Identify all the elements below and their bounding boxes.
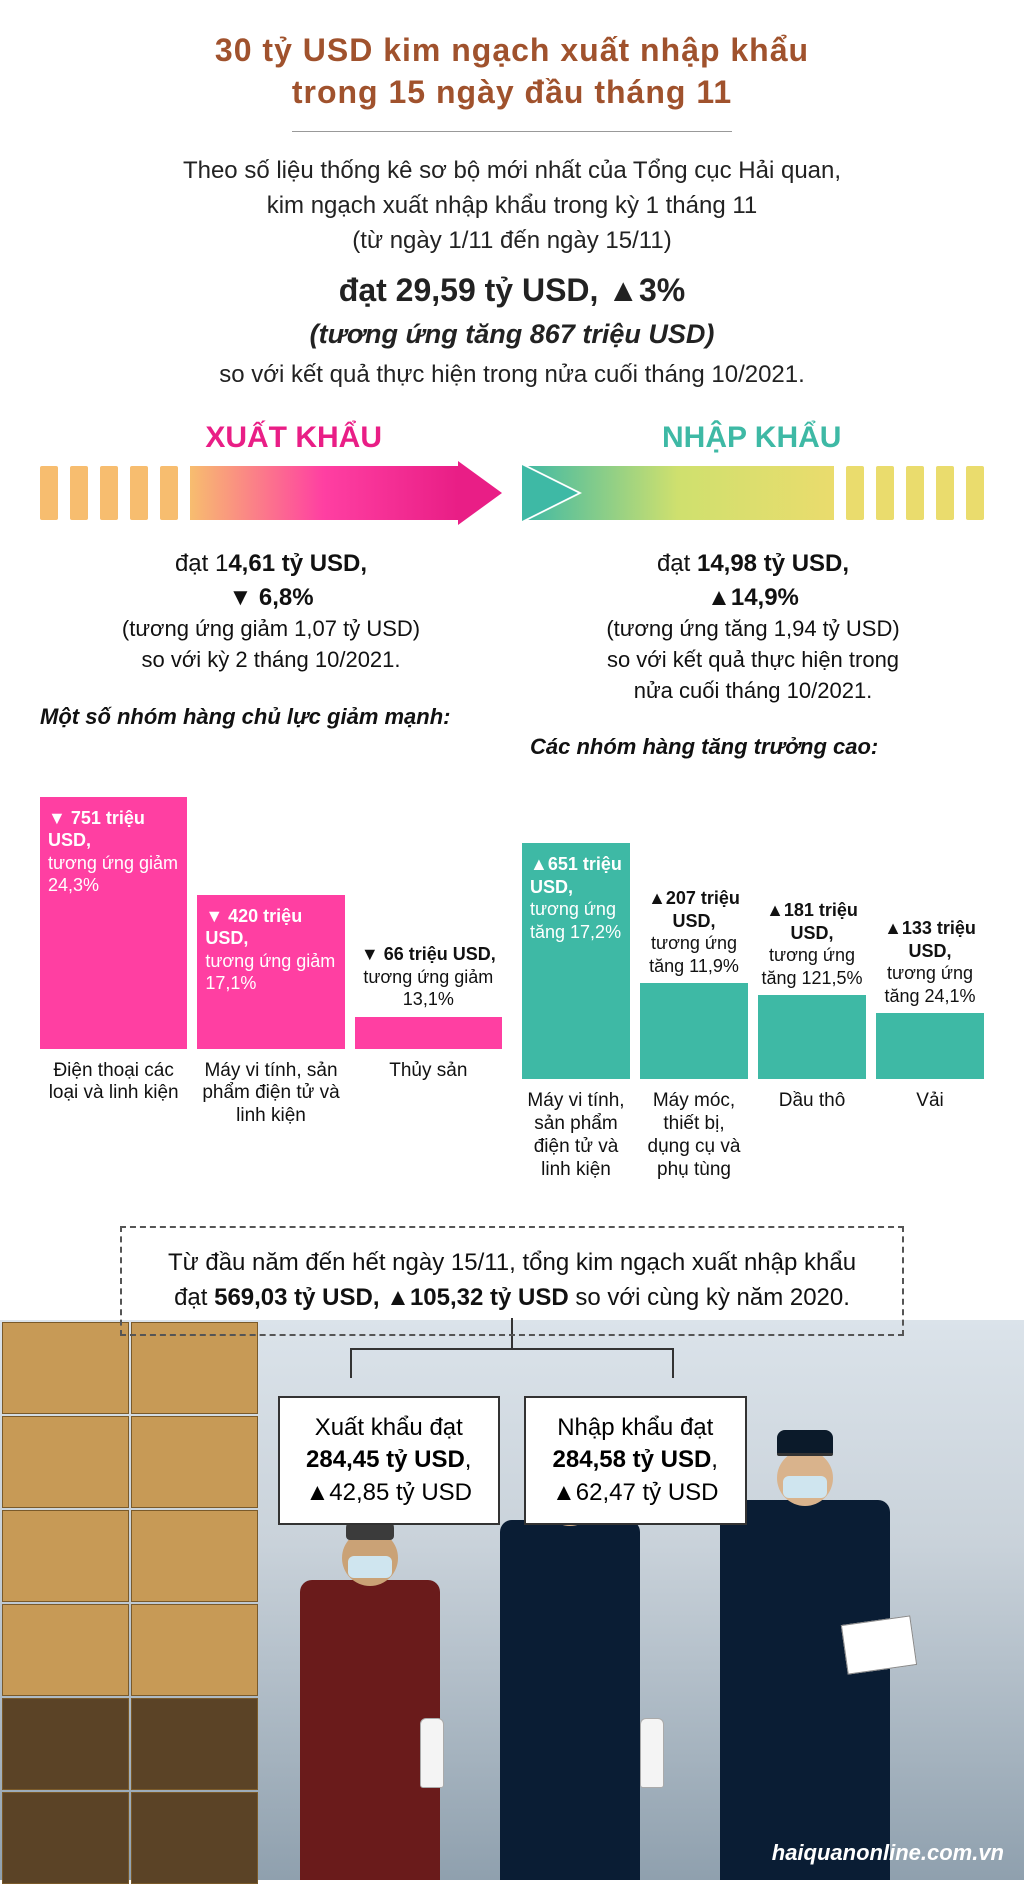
- intro-tail: so với kết quả thực hiện trong nửa cuối …: [40, 358, 984, 393]
- category-label: Thủy sản: [355, 1060, 502, 1152]
- export-subhead: Một số nhóm hàng chủ lực giảm mạnh:: [40, 704, 502, 730]
- bar-label: ▼ 420 triệu USD,tương ứng giảm 17,1%: [197, 895, 344, 995]
- detail-box-export: Xuất khẩu đạt 284,45 tỷ USD, ▲42,85 tỷ U…: [278, 1396, 501, 1525]
- import-s1-prefix: đạt: [657, 550, 697, 577]
- bar: ▼ 420 triệu USD,tương ứng giảm 17,1%: [197, 895, 344, 1049]
- arrow-head-icon: [458, 461, 502, 525]
- export-arrow-band: [40, 461, 502, 525]
- import-s4: so với kết quả thực hiện trong: [522, 645, 984, 676]
- bar-wrap: ▲181 triệu USD,tương ứng tăng 121,5%: [758, 780, 866, 1079]
- title-line1: 30 tỷ USD kim ngạch xuất nhập khẩu: [215, 32, 809, 68]
- bar-wrap: ▲207 triệu USD,tương ứng tăng 11,9%: [640, 780, 748, 1079]
- bar-wrap: ▼ 751 triệu USD,tương ứng giảm 24,3%: [40, 750, 187, 1049]
- category-label: Dầu thô: [758, 1090, 866, 1182]
- detail-left-l1: Xuất khẩu đạt: [306, 1412, 473, 1444]
- bar: [640, 983, 748, 1079]
- detail-right-b: 284,58 tỷ USD: [553, 1446, 712, 1473]
- export-title: XUẤT KHẨU: [40, 421, 502, 455]
- bar-label: ▲207 triệu USD,tương ứng tăng 11,9%: [640, 887, 748, 977]
- import-subhead: Các nhóm hàng tăng trưởng cao:: [522, 734, 984, 760]
- import-categories: Máy vi tính, sản phẩm điện tử và linh ki…: [522, 1080, 984, 1182]
- category-label: Máy móc, thiết bị, dụng cụ và phụ tùng: [640, 1090, 748, 1182]
- detail-left-b: 284,45 tỷ USD: [306, 1446, 465, 1473]
- arrow-gradient: [190, 466, 458, 520]
- detail-right-l1: Nhập khẩu đạt: [552, 1412, 719, 1444]
- person-officer-pointing: [500, 1470, 640, 1880]
- intro-l2: kim ngạch xuất nhập khẩu trong kỳ 1 thán…: [40, 189, 984, 224]
- bottle-icon: [420, 1718, 444, 1788]
- bar-label: ▼ 751 triệu USD,tương ứng giảm 24,3%: [40, 797, 187, 897]
- import-arrow-band: [522, 461, 984, 525]
- import-s2: ▲14,9%: [522, 581, 984, 615]
- papers-icon: [841, 1615, 917, 1674]
- bar-label: ▲133 triệu USD,tương ứng tăng 24,1%: [876, 917, 984, 1007]
- bar-label: ▲651 triệu USD,tương ứng tăng 17,2%: [522, 843, 630, 943]
- bar: [876, 1013, 984, 1079]
- bar-label: ▲181 triệu USD,tương ứng tăng 121,5%: [758, 899, 866, 989]
- detail-box-import: Nhập khẩu đạt 284,58 tỷ USD, ▲62,47 tỷ U…: [524, 1396, 747, 1525]
- bar-label: ▼ 66 triệu USD,tương ứng giảm 13,1%: [355, 943, 502, 1011]
- import-s5: nửa cuối tháng 10/2021.: [522, 676, 984, 707]
- export-s1-prefix: đạt 1: [175, 550, 228, 577]
- person-worker: [300, 1530, 440, 1880]
- bar-wrap: ▼ 420 triệu USD,tương ứng giảm 17,1%: [197, 750, 344, 1049]
- summary-post: so với cùng kỳ năm 2020.: [569, 1284, 850, 1311]
- import-chart: ▲651 triệu USD,tương ứng tăng 17,2%▲207 …: [522, 780, 984, 1080]
- bar-wrap: ▲651 triệu USD,tương ứng tăng 17,2%: [522, 780, 630, 1079]
- bar: [355, 1017, 502, 1049]
- intro-l3: (từ ngày 1/11 đến ngày 15/11): [40, 224, 984, 259]
- category-label: Điện thoại các loại và linh kiện: [40, 1060, 187, 1152]
- intro-italic: (tương ứng tăng 867 triệu USD): [40, 315, 984, 354]
- export-column: XUẤT KHẨU đạt 14,61 tỷ USD, ▼ 6,8% (tươn…: [40, 421, 502, 1183]
- import-stats: đạt 14,98 tỷ USD, ▲14,9% (tương ứng tăng…: [522, 547, 984, 707]
- bottle-icon: [640, 1718, 664, 1788]
- arrow-head-icon: [522, 465, 578, 521]
- intro-block: Theo số liệu thống kê sơ bộ mới nhất của…: [40, 154, 984, 393]
- detail-boxes: Xuất khẩu đạt 284,45 tỷ USD, ▲42,85 tỷ U…: [40, 1396, 984, 1525]
- import-s3: (tương ứng tăng 1,94 tỷ USD): [522, 614, 984, 645]
- bar-wrap: ▲133 triệu USD,tương ứng tăng 24,1%: [876, 780, 984, 1079]
- bar-wrap: ▼ 66 triệu USD,tương ứng giảm 13,1%: [355, 750, 502, 1049]
- page-title: 30 tỷ USD kim ngạch xuất nhập khẩu trong…: [40, 30, 984, 113]
- detail-left-l2: ▲42,85 tỷ USD: [306, 1477, 473, 1509]
- export-s1-bold: 4,61 tỷ USD,: [228, 550, 367, 577]
- export-s3: (tương ứng giảm 1,07 tỷ USD): [40, 614, 502, 645]
- arrow-dashes: [846, 466, 984, 520]
- detail-right-l2: ▲62,47 tỷ USD: [552, 1477, 719, 1509]
- export-s2: ▼ 6,8%: [40, 581, 502, 615]
- category-label: Vải: [876, 1090, 984, 1182]
- import-s1-bold: 14,98 tỷ USD,: [697, 550, 849, 577]
- title-line2: trong 15 ngày đầu tháng 11: [292, 74, 732, 110]
- bar: ▼ 751 triệu USD,tương ứng giảm 24,3%: [40, 797, 187, 1049]
- export-stats: đạt 14,61 tỷ USD, ▼ 6,8% (tương ứng giảm…: [40, 547, 502, 676]
- intro-headline: đạt 29,59 tỷ USD, ▲3%: [40, 267, 984, 313]
- two-columns: XUẤT KHẨU đạt 14,61 tỷ USD, ▼ 6,8% (tươn…: [40, 421, 984, 1183]
- import-title: NHẬP KHẨU: [522, 421, 984, 455]
- export-categories: Điện thoại các loại và linh kiệnMáy vi t…: [40, 1050, 502, 1152]
- title-divider: [292, 131, 732, 132]
- summary-bold: 569,03 tỷ USD, ▲105,32 tỷ USD: [214, 1284, 569, 1311]
- intro-l1: Theo số liệu thống kê sơ bộ mới nhất của…: [40, 154, 984, 189]
- export-s4: so với kỳ 2 tháng 10/2021.: [40, 645, 502, 676]
- arrow-dashes: [40, 466, 178, 520]
- bar: [758, 995, 866, 1079]
- import-column: NHẬP KHẨU đạt 14,98 tỷ USD, ▲14,9% (tươn…: [522, 421, 984, 1183]
- bar: ▲651 triệu USD,tương ứng tăng 17,2%: [522, 843, 630, 1079]
- category-label: Máy vi tính, sản phẩm điện tử và linh ki…: [522, 1090, 630, 1182]
- category-label: Máy vi tính, sản phẩm điện tử và linh ki…: [197, 1060, 344, 1152]
- export-chart: ▼ 751 triệu USD,tương ứng giảm 24,3%▼ 42…: [40, 750, 502, 1050]
- source-url: haiquanonline.com.vn: [772, 1840, 1004, 1866]
- summary-box: Từ đầu năm đến hết ngày 15/11, tổng kim …: [120, 1226, 904, 1336]
